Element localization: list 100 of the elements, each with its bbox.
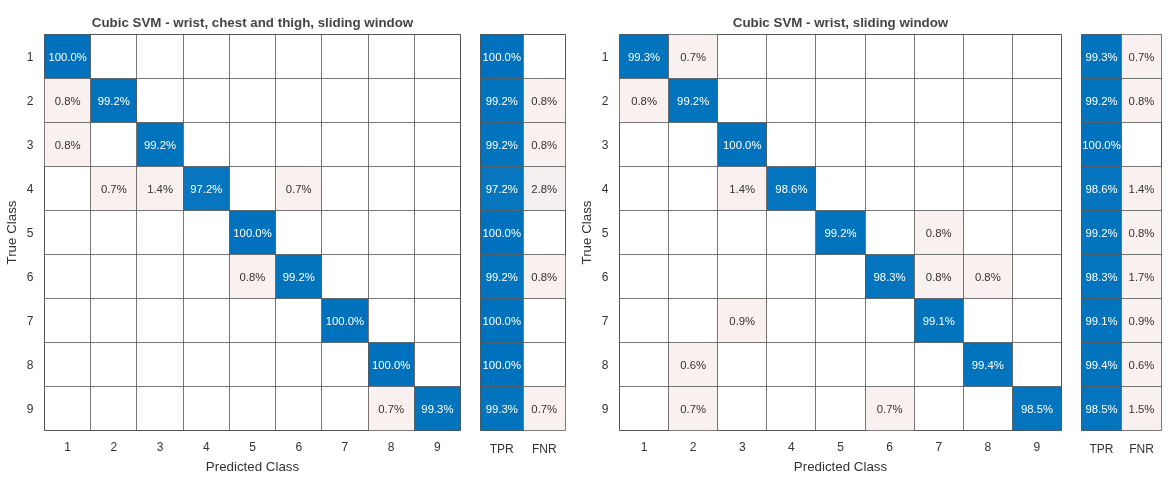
data-label: 97.2% bbox=[190, 182, 223, 195]
data-label: 0.8% bbox=[239, 270, 266, 283]
data-label: 0.7% bbox=[1128, 50, 1155, 63]
x-tick-label: 6 bbox=[295, 439, 303, 454]
data-label: 99.2% bbox=[485, 94, 518, 107]
data-label: 1.4% bbox=[1128, 182, 1155, 195]
data-label: 99.3% bbox=[628, 50, 661, 63]
data-label: 99.2% bbox=[677, 94, 710, 107]
y-tick-label: 9 bbox=[601, 402, 609, 416]
data-label: 98.5% bbox=[1020, 402, 1054, 415]
y-tick-label: 5 bbox=[601, 226, 609, 240]
data-label: 98.3% bbox=[873, 270, 906, 283]
y-tick-label: 5 bbox=[26, 226, 34, 240]
x-tick-label: FNR bbox=[1129, 441, 1155, 456]
data-label: 100.0% bbox=[482, 314, 521, 327]
data-label: 0.8% bbox=[54, 94, 81, 107]
x-tick-label: 9 bbox=[434, 439, 442, 454]
data-label: 99.4% bbox=[1085, 358, 1118, 371]
data-label: 0.7% bbox=[531, 402, 558, 415]
chart-title: Cubic SVM - wrist, chest and thigh, sliding window bbox=[91, 14, 414, 30]
y-tick-label: 7 bbox=[601, 314, 609, 328]
x-tick-label: 7 bbox=[935, 439, 943, 454]
y-tick-label: 3 bbox=[26, 138, 34, 152]
data-label: 98.6% bbox=[775, 182, 808, 195]
y-tick-label: 1 bbox=[601, 50, 609, 64]
data-label: 0.7% bbox=[680, 402, 707, 415]
data-label: 100.0% bbox=[723, 138, 762, 151]
x-axis-title: Predicted Class bbox=[205, 458, 300, 474]
data-label: 98.6% bbox=[1085, 182, 1118, 195]
data-label: 100.0% bbox=[325, 314, 365, 327]
data-label: 100.0% bbox=[371, 358, 411, 371]
data-label: 99.2% bbox=[282, 270, 315, 283]
x-tick-label: 2 bbox=[110, 439, 118, 454]
data-label: 100.0% bbox=[48, 50, 87, 63]
data-label: 99.4% bbox=[971, 358, 1004, 371]
y-tick-label: 6 bbox=[601, 270, 609, 284]
x-tick-label: 3 bbox=[738, 439, 746, 454]
data-label: 100.0% bbox=[482, 358, 521, 371]
data-label: 0.8% bbox=[531, 270, 558, 283]
x-tick-label: 6 bbox=[886, 439, 894, 454]
y-tick-label: 8 bbox=[26, 358, 34, 372]
y-tick-label: 4 bbox=[26, 182, 34, 196]
data-label: 0.7% bbox=[100, 182, 127, 195]
data-label: 99.2% bbox=[485, 138, 518, 151]
data-label: 100.0% bbox=[1082, 138, 1121, 151]
x-tick-label: TPR bbox=[489, 441, 515, 456]
x-tick-label: 9 bbox=[1033, 439, 1041, 454]
y-tick-label: 4 bbox=[601, 182, 609, 196]
y-tick-label: 2 bbox=[601, 94, 609, 108]
data-label: 0.8% bbox=[54, 138, 81, 151]
data-label: 0.9% bbox=[729, 314, 756, 327]
data-label: 99.3% bbox=[421, 402, 454, 415]
data-label: 99.3% bbox=[485, 402, 518, 415]
data-label: 0.8% bbox=[531, 94, 558, 107]
x-tick-label: TPR bbox=[1089, 441, 1114, 456]
data-label: 98.3% bbox=[1085, 270, 1118, 283]
data-label: 0.8% bbox=[925, 226, 952, 239]
data-label: 100.0% bbox=[482, 50, 521, 63]
x-tick-label: 8 bbox=[387, 439, 395, 454]
x-tick-label: 2 bbox=[689, 439, 697, 454]
data-label: 99.2% bbox=[1085, 94, 1118, 107]
data-label: 1.4% bbox=[729, 182, 756, 195]
y-tick-label: 7 bbox=[26, 314, 34, 328]
data-label: 0.8% bbox=[974, 270, 1001, 283]
x-tick-label: 4 bbox=[202, 439, 210, 454]
data-label: 99.3% bbox=[1085, 50, 1118, 63]
data-label: 0.8% bbox=[531, 138, 558, 151]
data-label: 100.0% bbox=[233, 226, 272, 239]
data-label: 97.2% bbox=[485, 182, 518, 195]
data-label: 0.8% bbox=[1128, 94, 1155, 107]
data-label: 99.2% bbox=[1085, 226, 1118, 239]
x-axis-title: Predicted Class bbox=[793, 458, 888, 474]
y-tick-label: 3 bbox=[601, 138, 609, 152]
data-label: 2.8% bbox=[531, 182, 558, 195]
data-label: 99.1% bbox=[1085, 314, 1118, 327]
x-tick-label: FNR bbox=[531, 441, 557, 456]
x-tick-label: 1 bbox=[640, 439, 648, 454]
data-label: 99.2% bbox=[824, 226, 857, 239]
x-tick-label: 8 bbox=[984, 439, 992, 454]
data-label: 99.2% bbox=[144, 138, 177, 151]
data-label: 1.7% bbox=[1128, 270, 1155, 283]
y-tick-label: 9 bbox=[26, 402, 34, 416]
data-label: 0.7% bbox=[378, 402, 405, 415]
data-label: 0.7% bbox=[285, 182, 312, 195]
x-tick-label: 7 bbox=[341, 439, 349, 454]
data-label: 99.2% bbox=[97, 94, 130, 107]
data-label: 1.5% bbox=[1128, 402, 1155, 415]
x-tick-label: 5 bbox=[249, 439, 257, 454]
y-axis-title: True Class bbox=[3, 200, 19, 265]
chart-title: Cubic SVM - wrist, sliding window bbox=[732, 14, 949, 30]
y-axis-title: True Class bbox=[578, 200, 594, 265]
data-label: 0.7% bbox=[876, 402, 903, 415]
data-label: 0.9% bbox=[1128, 314, 1155, 327]
data-label: 0.6% bbox=[680, 358, 707, 371]
data-label: 0.8% bbox=[925, 270, 952, 283]
y-tick-label: 2 bbox=[26, 94, 34, 108]
data-label: 100.0% bbox=[482, 226, 521, 239]
y-tick-label: 6 bbox=[26, 270, 34, 284]
data-label: 99.1% bbox=[922, 314, 955, 327]
x-tick-label: 1 bbox=[64, 439, 72, 454]
